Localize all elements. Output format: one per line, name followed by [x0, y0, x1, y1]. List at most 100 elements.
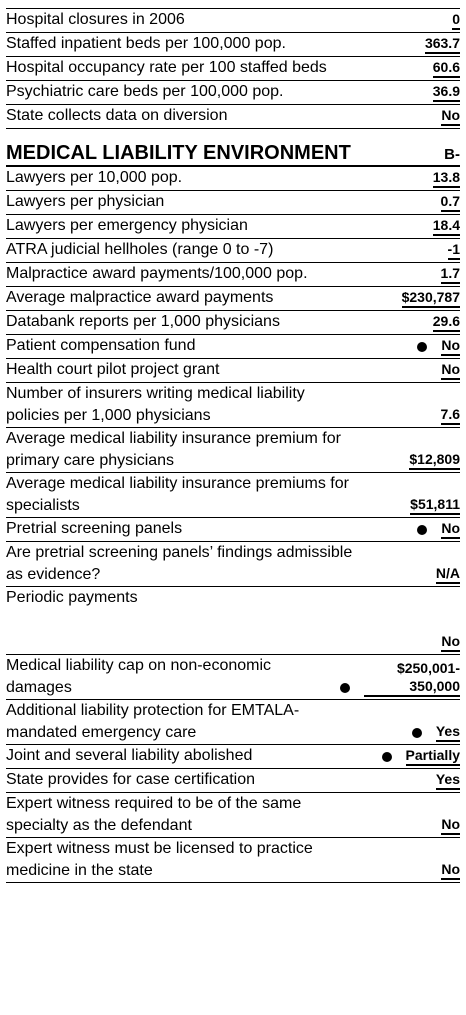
row-value-cell: 7.6: [364, 383, 460, 427]
row-label: Hospital occupancy rate per 100 staffed …: [6, 59, 327, 76]
row-value-cell: $250,001-350,000: [340, 655, 460, 699]
row-label: ATRA judicial hellholes (range 0 to -7): [6, 241, 274, 258]
row-value-cell: No: [364, 518, 460, 541]
row-value-cell: 363.7: [364, 33, 460, 56]
row: State collects data on diversion No: [6, 105, 460, 129]
row-label: Medical liability cap on non-economic da…: [6, 657, 272, 696]
row: Lawyers per physician 0.7: [6, 191, 460, 215]
row-label: Patient compensation fund: [6, 337, 196, 354]
row: Expert witness required to be of the sam…: [6, 793, 460, 838]
row: Average malpractice award payments $230,7…: [6, 287, 460, 311]
row-value-cell: Yes: [364, 769, 460, 792]
row-value: 0.7: [440, 192, 460, 212]
dot-marker: [417, 525, 428, 535]
row: Staffed inpatient beds per 100,000 pop. 3…: [6, 33, 460, 57]
row-label: Lawyers per physician: [6, 193, 165, 210]
row: Malpractice award payments/100,000 pop. 1…: [6, 263, 460, 287]
row: Health court pilot project grant No: [6, 359, 460, 383]
row-label: State provides for case certification: [6, 771, 256, 788]
row-value: 7.6: [440, 405, 460, 425]
row: Medical liability cap on non-economic da…: [6, 655, 460, 700]
row-value-cell: 18.4: [364, 215, 460, 238]
row-label: Average medical liability insurance prem…: [6, 430, 341, 469]
row: Patient compensation fund No: [6, 335, 460, 359]
row-value: N/A: [435, 564, 460, 584]
row-label: Databank reports per 1,000 physicians: [6, 313, 280, 330]
row: Hospital closures in 2006 0: [6, 9, 460, 33]
section-header: MEDICAL LIABILITY ENVIRONMENT B-: [6, 141, 460, 167]
row-value: No: [441, 336, 460, 356]
row-value: No: [441, 519, 460, 539]
row-label: Hospital closures in 2006: [6, 11, 185, 28]
row-value: 60.6: [432, 58, 460, 78]
row-label: Health court pilot project grant: [6, 361, 220, 378]
document: Hospital closures in 2006 0 Staffed inpati…: [6, 0, 460, 883]
row-label: Average malpractice award payments: [6, 289, 274, 306]
row-value-cell: 0: [364, 9, 460, 32]
row: Number of insurers writing medical liabi…: [6, 383, 460, 428]
row: ATRA judicial hellholes (range 0 to -7) -…: [6, 239, 460, 263]
dot-marker: [417, 342, 428, 352]
row-value-cell: -1: [364, 239, 460, 262]
row-label: Joint and several liability abolished: [6, 747, 253, 764]
row-value: No: [441, 360, 460, 380]
section-title: MEDICAL LIABILITY ENVIRONMENT: [6, 142, 351, 164]
row-label: Periodic payments: [6, 589, 138, 606]
row: Are pretrial screening panels’ findings …: [6, 542, 460, 587]
row-value-cell: $230,787: [364, 287, 460, 310]
row: Joint and several liability abolished Par…: [6, 745, 460, 769]
row: Pretrial screening panels No: [6, 518, 460, 542]
row-value-cell: $12,809: [364, 428, 460, 472]
row-value-cell: 36.9: [364, 81, 460, 104]
row-value: 0: [452, 10, 460, 30]
row-label: Pretrial screening panels: [6, 520, 183, 537]
row-label: Are pretrial screening panels’ findings …: [6, 544, 353, 583]
row-value-cell: No: [364, 587, 460, 654]
row-value: No: [441, 106, 460, 126]
row-value: 1.7: [440, 264, 460, 284]
row-value: $250,001-350,000: [364, 659, 460, 697]
top-rows: Hospital closures in 2006 0 Staffed inpati…: [6, 9, 460, 129]
row-value-cell: Yes: [364, 700, 460, 744]
section-grade: B-: [444, 146, 460, 163]
row-label: Expert witness required to be of the sam…: [6, 795, 302, 834]
row-value-cell: 29.6: [364, 311, 460, 334]
row-value: -1: [447, 240, 460, 260]
row-value: $51,811: [410, 495, 460, 515]
row: Hospital occupancy rate per 100 staffed …: [6, 57, 460, 81]
row-value-cell: No: [364, 359, 460, 382]
row: Average medical liability insurance prem…: [6, 428, 460, 473]
row-value-cell: No: [364, 838, 460, 882]
row-value: $12,809: [409, 450, 460, 470]
row-value-cell: No: [364, 793, 460, 837]
row: Psychiatric care beds per 100,000 pop. 36…: [6, 81, 460, 105]
row-value-cell: 13.8: [364, 167, 460, 190]
row-label: Staffed inpatient beds per 100,000 pop.: [6, 35, 286, 52]
row-value: Yes: [435, 722, 460, 742]
row: Lawyers per 10,000 pop. 13.8: [6, 167, 460, 191]
row-value-cell: No: [364, 335, 460, 358]
row-value: 29.6: [432, 312, 460, 332]
row: Average medical liability insurance prem…: [6, 473, 460, 518]
row-value: No: [441, 860, 460, 880]
row-value-cell: Partially: [364, 745, 460, 768]
row-label: Number of insurers writing medical liabi…: [6, 385, 305, 424]
row-label: Expert witness must be licensed to pract…: [6, 840, 313, 879]
row-value: No: [441, 815, 460, 835]
section-rows: Lawyers per 10,000 pop. 13.8 Lawyers per p…: [6, 167, 460, 883]
row: Expert witness must be licensed to pract…: [6, 838, 460, 883]
row-label: Malpractice award payments/100,000 pop.: [6, 265, 308, 282]
row-value-cell: $51,811: [364, 473, 460, 517]
dot-marker: [340, 683, 350, 693]
row-label: Lawyers per 10,000 pop.: [6, 169, 183, 186]
row: Additional liability protection for EMTA…: [6, 700, 460, 745]
row-value: Partially: [405, 746, 460, 766]
dot-marker: [411, 728, 422, 738]
row-value: $230,787: [401, 288, 460, 308]
row-value: No: [441, 632, 460, 652]
row-label: Additional liability protection for EMTA…: [6, 702, 300, 741]
row-value-cell: 60.6: [364, 57, 460, 80]
row: Databank reports per 1,000 physicians 29.…: [6, 311, 460, 335]
row-value-cell: N/A: [364, 542, 460, 586]
